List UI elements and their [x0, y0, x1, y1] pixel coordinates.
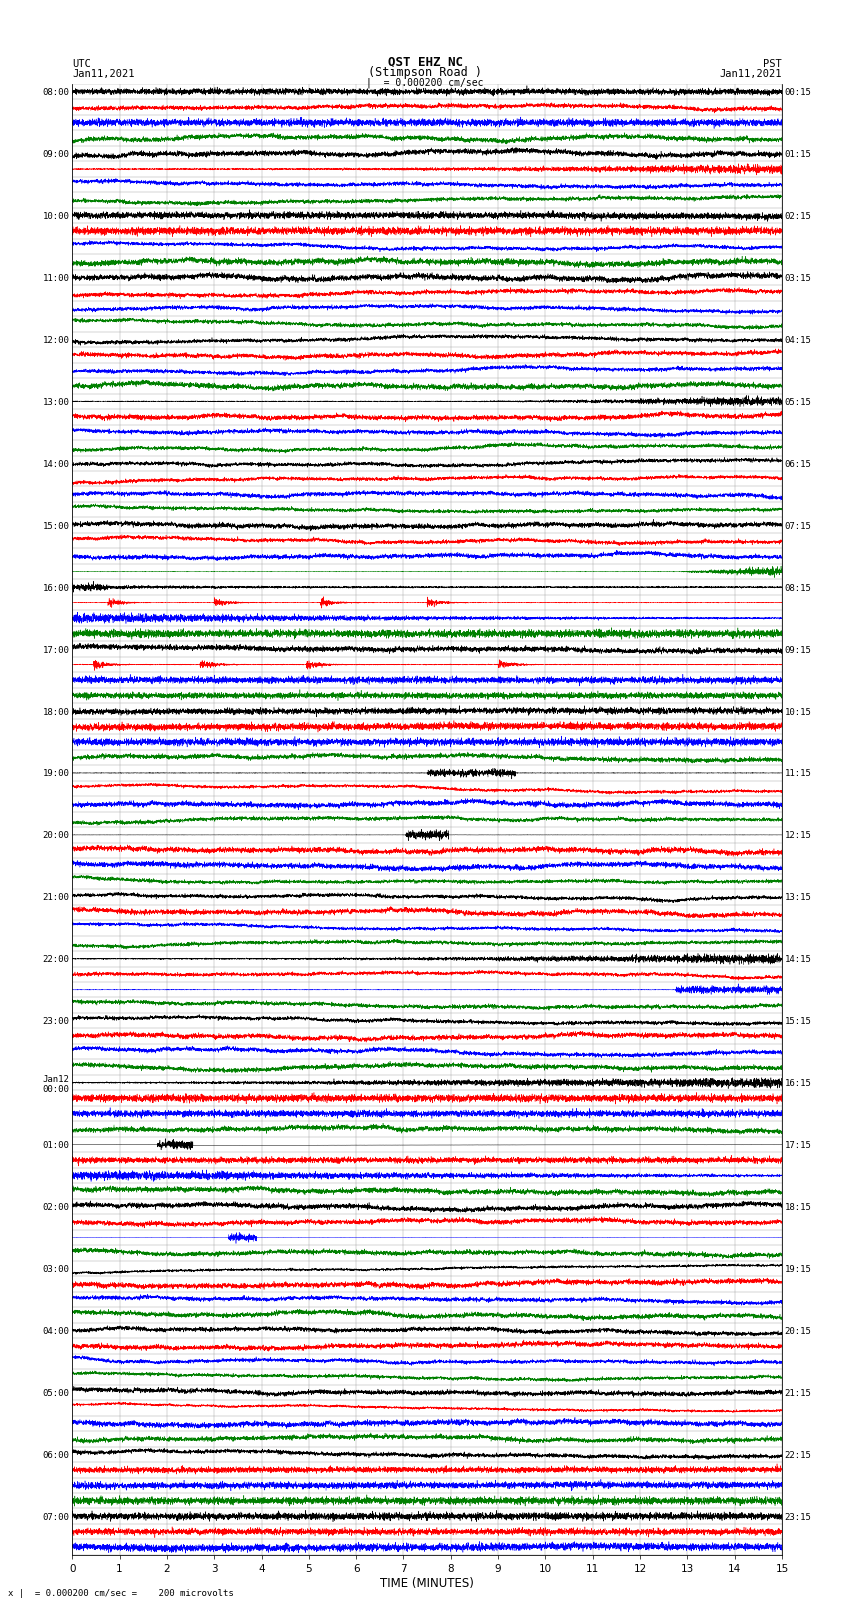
- X-axis label: TIME (MINUTES): TIME (MINUTES): [380, 1578, 474, 1590]
- Text: (Stimpson Road ): (Stimpson Road ): [368, 66, 482, 79]
- Text: Jan11,2021: Jan11,2021: [72, 69, 135, 79]
- Text: x |  = 0.000200 cm/sec =    200 microvolts: x | = 0.000200 cm/sec = 200 microvolts: [8, 1589, 235, 1598]
- Text: PST: PST: [763, 58, 782, 69]
- Text: Jan11,2021: Jan11,2021: [719, 69, 782, 79]
- Text: |  = 0.000200 cm/sec: | = 0.000200 cm/sec: [366, 77, 484, 87]
- Text: UTC: UTC: [72, 58, 91, 69]
- Text: OST EHZ NC: OST EHZ NC: [388, 55, 462, 69]
